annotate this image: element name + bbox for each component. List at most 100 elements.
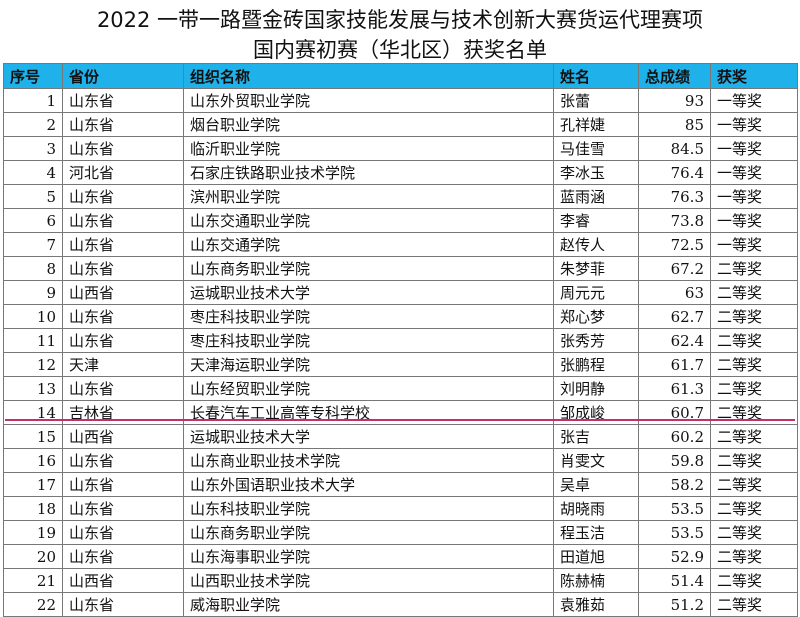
cell-seq: 7 [3,232,63,257]
cell-score: 84.5 [638,136,711,161]
cell-organization: 滨州职业学院 [183,184,554,209]
table-row: 4 河北省 石家庄铁路职业技术学院 李冰玉 76.4 一等奖 [3,160,798,185]
cell-organization: 石家庄铁路职业技术学院 [183,160,554,185]
cell-score: 53.5 [638,496,711,521]
cell-organization: 运城职业技术大学 [183,280,554,305]
cell-seq: 17 [3,472,63,497]
cell-award: 一等奖 [710,88,798,113]
table-row: 6 山东省 山东交通职业学院 李睿 73.8 一等奖 [3,208,798,233]
cell-seq: 12 [3,352,63,377]
table-row: 1 山东省 山东外贸职业学院 张蕾 93 一等奖 [3,88,798,113]
cell-score: 61.7 [638,352,711,377]
table-row: 9 山西省 运城职业技术大学 周元元 63 二等奖 [3,280,798,305]
cell-score: 76.3 [638,184,711,209]
table-row: 10 山东省 枣庄科技职业学院 郑心梦 62.7 二等奖 [3,304,798,329]
cell-score: 53.5 [638,520,711,545]
cell-award: 二等奖 [710,424,798,449]
table-row: 15 山西省 运城职业技术大学 张吉 60.2 二等奖 [3,424,798,449]
cell-province: 山东省 [62,496,184,521]
cell-score: 58.2 [638,472,711,497]
cell-province: 山东省 [62,136,184,161]
header-organization: 组织名称 [183,63,554,89]
cell-seq: 4 [3,160,63,185]
cell-name: 朱梦菲 [553,256,639,281]
table-row: 21 山西省 山西职业技术学院 陈赫楠 51.4 二等奖 [3,568,798,593]
cell-score: 73.8 [638,208,711,233]
cell-seq: 11 [3,328,63,353]
cell-seq: 19 [3,520,63,545]
cell-award: 一等奖 [710,208,798,233]
cell-award: 二等奖 [710,304,798,329]
cell-organization: 山东商务职业学院 [183,520,554,545]
cell-province: 河北省 [62,160,184,185]
cell-province: 山东省 [62,112,184,137]
cell-score: 67.2 [638,256,711,281]
cell-province: 山东省 [62,544,184,569]
cell-score: 62.4 [638,328,711,353]
table-row: 3 山东省 临沂职业学院 马佳雪 84.5 一等奖 [3,136,798,161]
header-name: 姓名 [553,63,639,89]
cell-score: 85 [638,112,711,137]
cell-name: 蓝雨涵 [553,184,639,209]
header-province: 省份 [62,63,184,89]
cell-name: 胡晓雨 [553,496,639,521]
cell-award: 二等奖 [710,472,798,497]
cell-score: 72.5 [638,232,711,257]
cell-award: 一等奖 [710,112,798,137]
table-row: 19 山东省 山东商务职业学院 程玉洁 53.5 二等奖 [3,520,798,545]
cell-seq: 21 [3,568,63,593]
cell-seq: 9 [3,280,63,305]
cell-award: 一等奖 [710,232,798,257]
cell-score: 59.8 [638,448,711,473]
table-row: 20 山东省 山东海事职业学院 田道旭 52.9 二等奖 [3,544,798,569]
cell-award: 一等奖 [710,136,798,161]
table-header-row: 序号 省份 组织名称 姓名 总成绩 获奖 [3,63,798,89]
cell-score: 60.2 [638,424,711,449]
cell-province: 山西省 [62,568,184,593]
cell-seq: 2 [3,112,63,137]
cell-province: 山东省 [62,184,184,209]
cell-award: 二等奖 [710,568,798,593]
cell-award: 一等奖 [710,160,798,185]
cell-name: 吴卓 [553,472,639,497]
cell-score: 63 [638,280,711,305]
table-row: 7 山东省 山东交通学院 赵传人 72.5 一等奖 [3,232,798,257]
cell-seq: 22 [3,592,63,617]
cell-province: 山西省 [62,424,184,449]
cell-award: 二等奖 [710,256,798,281]
cell-award: 二等奖 [710,328,798,353]
table-row: 22 山东省 威海职业学院 袁雅茹 51.2 二等奖 [3,592,798,617]
cell-organization: 山东外贸职业学院 [183,88,554,113]
document-subtitle: 国内赛初赛（华北区）获奖名单 [253,38,547,62]
header-score: 总成绩 [638,63,711,89]
cell-province: 山东省 [62,88,184,113]
cell-seq: 15 [3,424,63,449]
cell-province: 山西省 [62,280,184,305]
table-row: 12 天津 天津海运职业学院 张鹏程 61.7 二等奖 [3,352,798,377]
cell-organization: 临沂职业学院 [183,136,554,161]
table-row: 2 山东省 烟台职业学院 孔祥婕 85 一等奖 [3,112,798,137]
cell-name: 张蕾 [553,88,639,113]
table-row: 11 山东省 枣庄科技职业学院 张秀芳 62.4 二等奖 [3,328,798,353]
table-row: 8 山东省 山东商务职业学院 朱梦菲 67.2 二等奖 [3,256,798,281]
cell-province: 天津 [62,352,184,377]
cell-name: 周元元 [553,280,639,305]
cell-organization: 山东商业职业技术学院 [183,448,554,473]
cell-seq: 10 [3,304,63,329]
cell-organization: 威海职业学院 [183,592,554,617]
cell-province: 山东省 [62,232,184,257]
cell-organization: 山东外国语职业技术大学 [183,472,554,497]
cell-name: 张秀芳 [553,328,639,353]
cell-award: 二等奖 [710,496,798,521]
cell-province: 山东省 [62,256,184,281]
cell-name: 刘明静 [553,376,639,401]
cell-province: 山东省 [62,472,184,497]
cell-organization: 山东商务职业学院 [183,256,554,281]
cell-score: 62.7 [638,304,711,329]
cell-province: 山东省 [62,304,184,329]
table-row: 5 山东省 滨州职业学院 蓝雨涵 76.3 一等奖 [3,184,798,209]
cell-award: 一等奖 [710,184,798,209]
cell-name: 肖雯文 [553,448,639,473]
cell-name: 马佳雪 [553,136,639,161]
highlight-underline [5,419,795,421]
